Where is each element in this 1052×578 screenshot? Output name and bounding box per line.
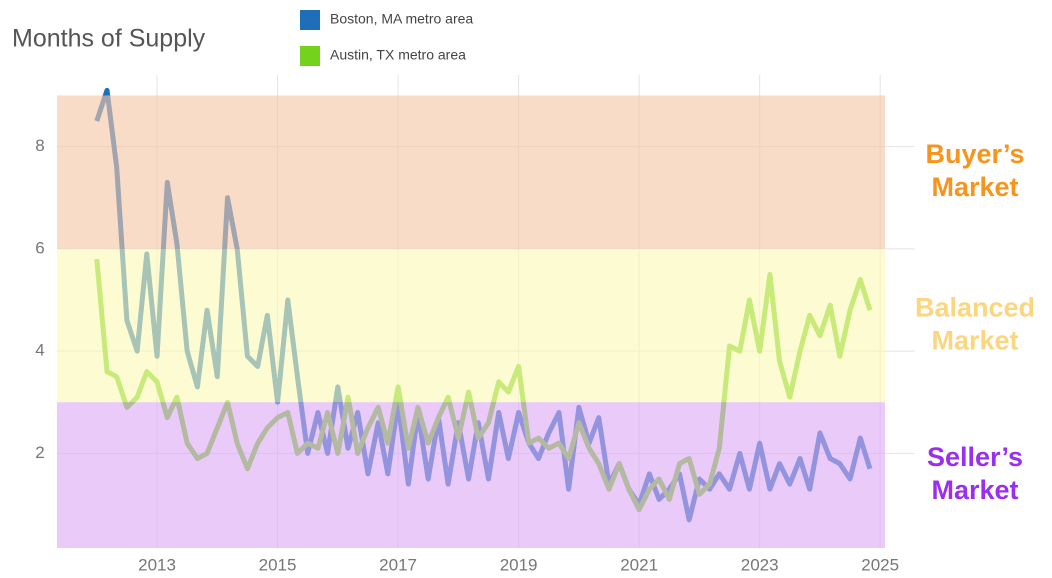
band-label-line: Market (931, 475, 1018, 505)
band-label-line: Market (931, 172, 1018, 202)
x-tick-label: 2017 (379, 555, 417, 574)
band-label-line: Seller’s (927, 442, 1023, 472)
legend-swatch (300, 46, 320, 66)
band-label: Balanced Market (915, 293, 1035, 356)
y-tick-label: 6 (35, 238, 44, 257)
band-label-line: Balanced (915, 293, 1035, 323)
y-tick-label: 8 (35, 136, 44, 155)
x-tick-label: 2019 (500, 555, 538, 574)
band-label-line: Buyer’s (925, 139, 1024, 169)
y-tick-label: 4 (35, 341, 44, 360)
market-band (57, 95, 885, 249)
chart-title: Months of Supply (12, 25, 206, 53)
legend-label: Boston, MA metro area (330, 11, 473, 27)
x-tick-label: 2025 (861, 555, 899, 574)
market-band (57, 248, 885, 403)
legend-swatch (300, 10, 320, 30)
x-tick-label: 2015 (259, 555, 297, 574)
band-label-line: Market (931, 326, 1018, 356)
market-band (57, 402, 885, 548)
band-label: Buyer’s Market (925, 139, 1024, 202)
x-tick-label: 2021 (620, 555, 658, 574)
x-tick-label: 2023 (741, 555, 779, 574)
x-tick-label: 2013 (138, 555, 176, 574)
band-label: Seller’s Market (927, 442, 1023, 505)
y-tick-label: 2 (35, 443, 44, 462)
legend-label: Austin, TX metro area (330, 47, 466, 63)
